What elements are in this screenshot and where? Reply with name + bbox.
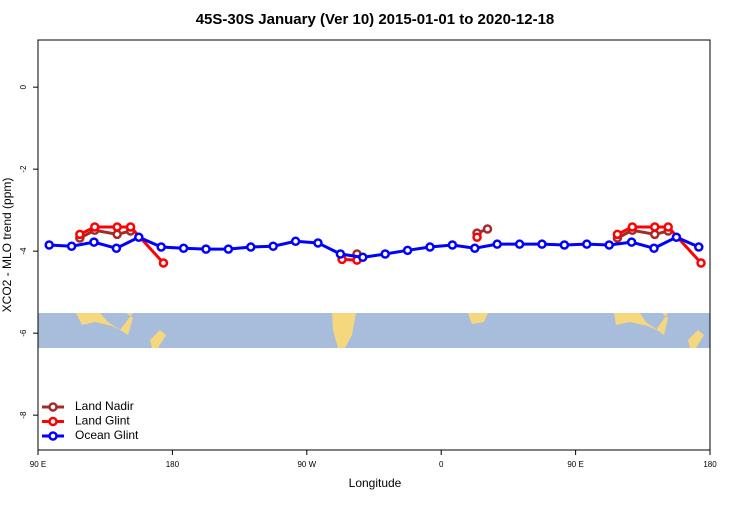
chart-title: 45S-30S January (Ver 10) 2015-01-01 to 2…	[196, 11, 555, 28]
point	[447, 240, 458, 250]
point	[582, 239, 592, 249]
y-tick-label: -6	[19, 329, 28, 337]
y-tick-label: -8	[19, 411, 28, 419]
y-tick-label: -4	[19, 247, 28, 255]
point	[649, 222, 660, 232]
point	[111, 243, 122, 254]
x-tick-label: 90 E	[567, 460, 583, 469]
point	[470, 243, 480, 254]
point	[125, 222, 136, 232]
series-line	[79, 227, 669, 240]
point	[492, 239, 502, 249]
point	[649, 229, 660, 240]
legend-label: Ocean Glint	[75, 428, 139, 442]
point	[649, 243, 659, 254]
point	[66, 241, 77, 251]
point	[134, 232, 144, 242]
point	[627, 222, 638, 232]
point	[380, 249, 390, 259]
point	[482, 224, 493, 234]
point	[89, 237, 99, 247]
point	[696, 258, 706, 268]
legend-marker	[48, 431, 58, 441]
point	[112, 222, 122, 232]
x-axis-label: Longitude	[349, 476, 402, 490]
point	[290, 236, 301, 247]
legend-marker	[48, 416, 58, 427]
series-line	[49, 235, 700, 259]
x-tick-label: 90 E	[30, 460, 46, 469]
y-axis-label: XCO2 - MLO trend (ppm)	[0, 178, 14, 313]
point	[472, 232, 482, 242]
y-tick-label: 0	[19, 84, 28, 89]
point	[402, 245, 413, 256]
point	[604, 240, 614, 250]
x-tick-label: 90 W	[297, 460, 316, 469]
point	[178, 243, 189, 254]
plot-frame	[37, 39, 711, 451]
point	[158, 258, 169, 268]
point	[514, 239, 525, 249]
point	[559, 240, 570, 250]
x-tick-label: 180	[703, 460, 717, 469]
point	[75, 229, 85, 240]
x-tick-label: 180	[166, 460, 180, 469]
point	[156, 242, 166, 252]
point	[694, 242, 704, 252]
point	[246, 242, 256, 252]
map-strip	[38, 313, 710, 348]
x-tick-label: 0	[439, 460, 444, 469]
point	[268, 241, 278, 251]
y-tick-label: -2	[19, 165, 28, 173]
legend-label: Land Glint	[75, 414, 130, 428]
legend-marker	[48, 402, 58, 412]
point	[671, 232, 682, 242]
point	[89, 222, 100, 232]
point	[358, 252, 368, 263]
point	[425, 242, 435, 252]
point	[313, 238, 323, 248]
point	[612, 229, 623, 240]
point	[223, 244, 234, 254]
point	[663, 222, 673, 232]
point	[537, 239, 547, 249]
point	[626, 237, 637, 247]
point	[201, 244, 211, 254]
point	[112, 229, 122, 240]
point	[335, 249, 346, 259]
point	[44, 240, 54, 250]
legend-label: Land Nadir	[75, 399, 134, 413]
